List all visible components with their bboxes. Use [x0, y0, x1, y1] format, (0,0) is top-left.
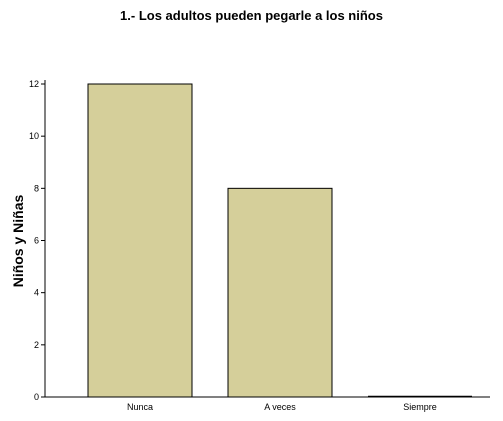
plot-area: Nunca A veces Siempre 0 2 4 6 8 10 12	[29, 79, 490, 412]
y-tick-label: 6	[34, 236, 39, 246]
bar-a-veces	[227, 187, 333, 398]
bar-nunca	[87, 83, 193, 398]
x-tick-label: Nunca	[127, 402, 153, 412]
y-axis-label: Niños y Niñas	[10, 195, 26, 288]
x-tick-label: Siempre	[403, 402, 437, 412]
y-tick-label: 10	[29, 131, 39, 141]
y-tick-label: 2	[34, 340, 39, 350]
y-tick-label: 12	[29, 79, 39, 89]
x-tick-label: A veces	[264, 402, 296, 412]
y-tick-label: 4	[34, 288, 39, 298]
y-tick-label: 0	[34, 392, 39, 402]
y-tick-label: 8	[34, 183, 39, 193]
chart-title: 1.- Los adultos pueden pegarle a los niñ…	[120, 8, 383, 23]
